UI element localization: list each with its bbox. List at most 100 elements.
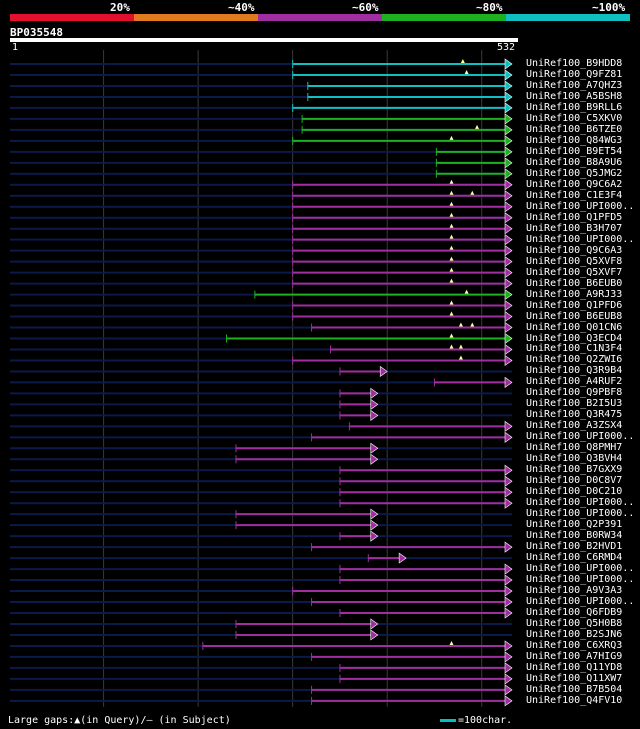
hit-label[interactable]: UniRef100_A7QHZ3 (526, 79, 623, 91)
hit-label[interactable]: UniRef100_C6RMD4 (526, 552, 623, 564)
hit-label[interactable]: UniRef100_B9HDD8 (526, 58, 623, 69)
hit-label[interactable]: UniRef100_A3ZSX4 (526, 420, 623, 432)
hit-arrow (504, 234, 513, 246)
hit-label[interactable]: UniRef100_Q3BVH4 (526, 453, 623, 465)
hit-arrow (504, 673, 513, 685)
hit-arrow (398, 552, 407, 564)
hit-label[interactable]: UniRef100_Q84WG3 (526, 134, 623, 146)
hit-label[interactable]: UniRef100_D0C8V7 (526, 475, 623, 487)
gap-marker (449, 135, 454, 140)
gap-marker (470, 322, 475, 327)
hit-label[interactable]: UniRef100_Q3R9B4 (526, 365, 623, 377)
hit-arrow (504, 69, 513, 81)
identity-band-2 (134, 14, 258, 21)
hit-label[interactable]: UniRef100_Q3R475 (526, 409, 623, 421)
hit-label[interactable]: UniRef100_Q5H0B8 (526, 617, 623, 629)
hit-label[interactable]: UniRef100_C6XRQ3 (526, 639, 623, 651)
hit-label[interactable]: UniRef100_C1N3F4 (526, 343, 623, 355)
hit-label[interactable]: UniRef100_Q2P391 (526, 519, 623, 531)
gap-marker (470, 190, 475, 195)
hit-label[interactable]: UniRef100_Q1PFD5 (526, 211, 623, 223)
identity-label-5: ~100% (592, 1, 626, 14)
hit-label[interactable]: UniRef100_UPI000.. (526, 563, 635, 575)
hit-arrow (370, 398, 379, 410)
scale-legend-text: =100char. (458, 715, 513, 726)
hit-label[interactable]: UniRef100_Q11XW7 (526, 672, 623, 684)
hit-label[interactable]: UniRef100_Q9FZ81 (526, 68, 623, 80)
hit-arrow (504, 58, 513, 70)
hit-arrow (504, 475, 513, 487)
hit-arrow (504, 354, 513, 367)
hit-label[interactable]: UniRef100_A9V3A3 (526, 585, 623, 597)
hit-label[interactable]: UniRef100_Q11YD8 (526, 661, 623, 673)
hit-label[interactable]: UniRef100_Q6FDB9 (526, 607, 623, 618)
hit-arrow (504, 212, 513, 224)
gap-marker (458, 322, 463, 327)
hit-arrow (370, 519, 379, 531)
hit-label[interactable]: UniRef100_C1E3F4 (526, 189, 623, 201)
hit-label[interactable]: UniRef100_B9ET54 (526, 145, 623, 157)
hit-label[interactable]: UniRef100_B7GXX9 (526, 464, 623, 476)
hit-label[interactable]: UniRef100_Q9PBF8 (526, 387, 623, 399)
hit-arrow (504, 563, 513, 575)
hit-arrow (370, 629, 379, 641)
hit-label[interactable]: UniRef100_A5BSH8 (526, 90, 623, 102)
gap-marker (449, 267, 454, 272)
hit-label[interactable]: UniRef100_A9RJ33 (526, 288, 623, 300)
hit-label[interactable]: UniRef100_B8A9U6 (526, 156, 623, 168)
hit-arrow (370, 387, 379, 399)
hit-label[interactable]: UniRef100_Q4FV10 (526, 694, 623, 706)
hit-label[interactable]: UniRef100_B3H707 (526, 222, 623, 234)
hit-label[interactable]: UniRef100_B9RLL6 (526, 101, 623, 113)
identity-label-2: ~40% (228, 1, 255, 14)
gap-marker (449, 212, 454, 217)
hit-label[interactable]: UniRef100_B6EUB0 (526, 277, 623, 289)
hit-label[interactable]: UniRef100_A7HIG9 (526, 650, 623, 662)
gap-marker (449, 278, 454, 283)
identity-band-5 (506, 14, 630, 21)
hit-label[interactable]: UniRef100_UPI000.. (526, 200, 635, 212)
hit-label[interactable]: UniRef100_Q9C6A2 (526, 178, 623, 190)
hit-arrow (504, 640, 513, 652)
hit-label[interactable]: UniRef100_B2HVD1 (526, 541, 623, 553)
hit-label[interactable]: UniRef100_B0RW34 (526, 530, 623, 542)
hit-label[interactable]: UniRef100_UPI000.. (526, 508, 635, 520)
hit-label[interactable]: UniRef100_C5XKV0 (526, 112, 623, 124)
hit-label[interactable]: UniRef100_B2I5U3 (526, 398, 623, 410)
hit-label[interactable]: UniRef100_D0C210 (526, 486, 623, 498)
hit-label[interactable]: UniRef100_UPI000.. (526, 233, 635, 245)
hit-arrow (504, 585, 513, 597)
hit-label[interactable]: UniRef100_Q5XVF7 (526, 266, 623, 278)
gap-marker (460, 59, 465, 63)
scale-swatch (440, 718, 456, 722)
hit-label[interactable]: UniRef100_B2SJN6 (526, 628, 623, 640)
hit-label[interactable]: UniRef100_B6EUB8 (526, 310, 623, 322)
gap-marker (449, 256, 454, 261)
hit-label[interactable]: UniRef100_Q3ECD4 (526, 332, 623, 344)
hit-label[interactable]: UniRef100_Q5JMG2 (526, 167, 623, 179)
hit-label[interactable]: UniRef100_A4RUF2 (526, 376, 623, 388)
identity-band-4 (382, 14, 506, 21)
gap-legend: Large gaps:▲(in Query)/— (in Subject) (8, 715, 231, 726)
hit-label[interactable]: UniRef100_B7B504 (526, 683, 623, 695)
gap-marker (449, 179, 454, 184)
hit-label[interactable]: UniRef100_Q2ZWI6 (526, 354, 623, 366)
hit-arrow (504, 168, 513, 180)
hit-arrow (370, 442, 379, 454)
hit-arrow (504, 420, 513, 432)
hit-label[interactable]: UniRef100_UPI000.. (526, 431, 635, 443)
hit-label[interactable]: UniRef100_B6TZE0 (526, 123, 623, 135)
hit-label[interactable]: UniRef100_Q1PFD6 (526, 299, 623, 311)
hit-label[interactable]: UniRef100_Q9C6A3 (526, 244, 623, 256)
hit-label[interactable]: UniRef100_Q01CN6 (526, 321, 623, 333)
hit-arrow (504, 431, 513, 443)
hit-label[interactable]: UniRef100_Q8PMH7 (526, 442, 623, 454)
hit-label[interactable]: UniRef100_UPI000.. (526, 574, 635, 586)
hit-label[interactable]: UniRef100_UPI000.. (526, 497, 635, 509)
hit-arrow (504, 179, 513, 191)
ruler-start: 1 (12, 42, 19, 53)
hit-label[interactable]: UniRef100_Q5XVF8 (526, 255, 623, 267)
hit-arrow (504, 201, 513, 213)
hit-label[interactable]: UniRef100_UPI000.. (526, 596, 635, 608)
